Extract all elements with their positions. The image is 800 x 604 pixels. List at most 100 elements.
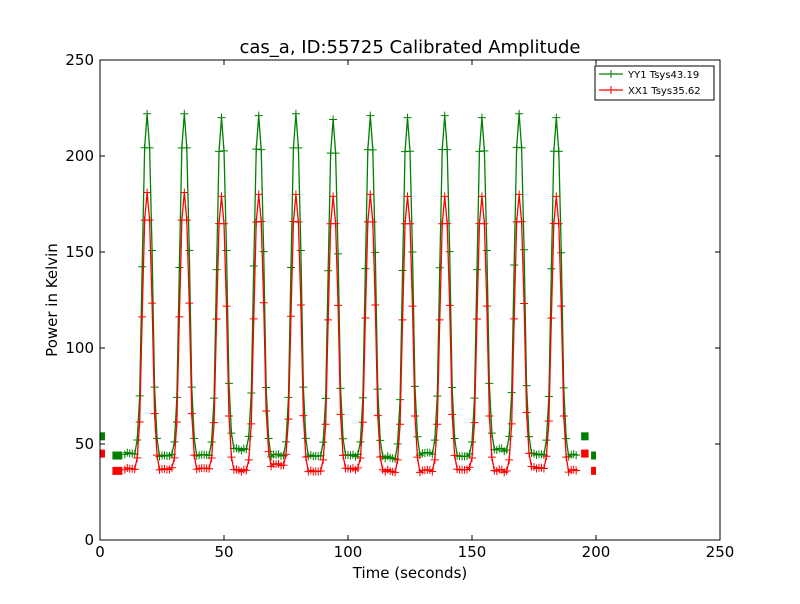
y-tick-label: 250 <box>65 51 94 69</box>
data-point-marker <box>222 246 231 255</box>
data-point-marker <box>153 434 162 443</box>
data-point-marker <box>465 463 474 472</box>
data-point-marker <box>279 461 288 470</box>
data-point-marker <box>319 455 328 464</box>
data-point-marker <box>249 262 258 271</box>
data-point-marker <box>368 218 377 227</box>
data-point-marker <box>502 466 511 475</box>
calibration-segment <box>591 451 596 460</box>
data-point-marker <box>205 464 214 473</box>
data-point-marker <box>406 147 414 156</box>
data-point-marker <box>254 190 263 199</box>
plot-frame <box>99 59 721 541</box>
legend-label: XX1 Tsys35.62 <box>628 86 701 97</box>
data-point-marker <box>180 109 189 118</box>
data-point-marker <box>148 299 157 308</box>
data-point-marker <box>210 418 219 427</box>
data-point-marker <box>259 298 268 307</box>
data-point-marker <box>443 219 452 228</box>
y-axis-label: Power in Kelvin <box>43 243 61 357</box>
legend-marker <box>607 86 615 94</box>
data-point-marker <box>477 113 486 122</box>
legend-label: YY1 Tsys43.19 <box>627 70 699 81</box>
data-point-marker <box>331 219 340 228</box>
data-point-marker <box>507 419 516 428</box>
data-point-marker <box>138 262 147 271</box>
data-point-marker <box>410 411 419 420</box>
data-point-marker <box>520 245 529 254</box>
x-tick-label: 100 <box>334 543 363 561</box>
data-point-marker <box>133 436 142 445</box>
data-point-marker <box>133 453 142 462</box>
data-point-marker <box>148 246 157 255</box>
data-point-marker <box>244 455 253 464</box>
data-point-marker <box>515 109 524 118</box>
data-point-marker <box>450 434 459 443</box>
data-point-marker <box>572 466 581 475</box>
data-point-marker <box>376 436 385 445</box>
data-point-marker <box>470 418 479 427</box>
data-point-marker <box>143 188 152 197</box>
data-point-marker <box>247 388 256 397</box>
data-point-marker <box>562 453 571 462</box>
data-point-marker <box>505 432 514 441</box>
data-point-marker <box>393 439 402 448</box>
data-point-marker <box>207 438 216 447</box>
data-point-marker <box>215 147 224 156</box>
data-point-marker <box>249 314 258 323</box>
data-point-marker <box>294 218 303 227</box>
data-point-marker <box>371 248 380 257</box>
data-point-marker <box>182 216 191 225</box>
data-point-marker <box>167 463 176 472</box>
data-point-marker <box>257 145 266 154</box>
data-point-marker <box>468 438 476 447</box>
data-point-marker <box>547 264 556 273</box>
data-point-marker <box>371 300 380 309</box>
data-point-marker <box>220 146 228 155</box>
calibration-segment <box>581 449 589 458</box>
data-point-marker <box>398 266 407 275</box>
data-point-marker <box>542 436 551 445</box>
calibration-segment <box>100 449 105 458</box>
data-point-marker <box>445 247 454 256</box>
data-point-marker <box>182 143 191 152</box>
data-point-marker <box>180 188 189 197</box>
data-point-marker <box>517 143 526 152</box>
data-point-marker <box>130 465 139 474</box>
data-point-marker <box>353 463 362 472</box>
data-point-marker <box>282 450 290 459</box>
data-point-marker <box>187 409 196 418</box>
data-point-marker <box>430 436 439 445</box>
data-point-marker <box>406 219 414 228</box>
x-tick-label: 0 <box>95 543 105 561</box>
data-point-marker <box>366 190 375 199</box>
data-point-marker <box>324 266 333 275</box>
data-point-marker <box>510 260 519 269</box>
data-point-marker <box>319 438 328 447</box>
legend-box <box>594 65 715 101</box>
data-point-marker <box>334 301 343 310</box>
data-point-marker <box>150 409 159 418</box>
data-point-marker <box>316 466 325 475</box>
data-point-marker <box>482 246 491 255</box>
calibration-segment <box>112 451 123 460</box>
data-point-marker <box>539 464 548 473</box>
data-point-marker <box>428 467 437 476</box>
data-point-marker <box>321 420 330 429</box>
data-point-marker <box>143 109 152 118</box>
data-point-marker <box>368 145 377 154</box>
data-point-marker <box>505 455 514 464</box>
data-point-marker <box>282 437 290 446</box>
data-point-marker <box>557 302 566 311</box>
data-point-marker <box>522 408 531 417</box>
data-point-marker <box>525 449 534 458</box>
y-tick-label: 50 <box>75 435 94 453</box>
data-point-marker <box>408 248 417 256</box>
data-point-marker <box>175 312 184 321</box>
data-point-marker <box>544 417 553 426</box>
data-point-marker <box>376 453 385 462</box>
x-tick-label: 200 <box>582 543 611 561</box>
data-point-marker <box>145 143 154 152</box>
data-point-marker <box>373 411 382 420</box>
